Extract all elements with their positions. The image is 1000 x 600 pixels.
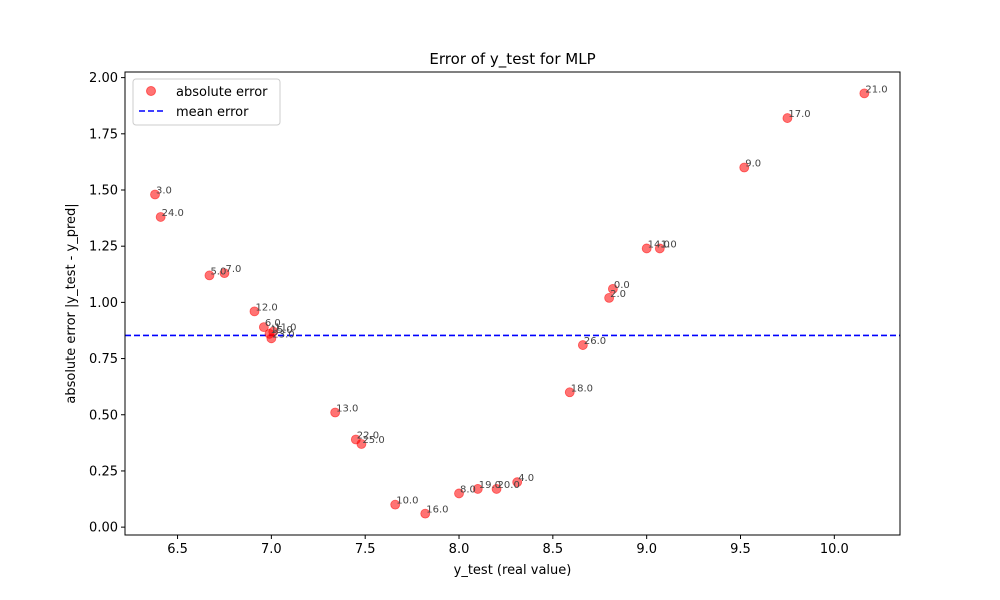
data-point — [859, 88, 870, 99]
data-point — [150, 189, 160, 200]
x-tick-label: 9.0 — [636, 542, 657, 557]
data-point — [782, 113, 793, 123]
data-point — [330, 407, 341, 418]
data-point — [564, 387, 575, 398]
point-label: 9.0 — [745, 159, 761, 170]
legend-label-absolute-error: absolute error — [176, 85, 268, 100]
point-label: 21.0 — [865, 84, 887, 95]
point-label: 11.0 — [274, 323, 296, 334]
data-point — [390, 499, 401, 510]
data-point — [454, 488, 464, 499]
y-tick-label: 2.00 — [89, 71, 118, 86]
data-point — [155, 212, 166, 222]
x-tick-label: 7.5 — [355, 542, 376, 557]
data-point — [654, 243, 665, 254]
point-label: 22.0 — [357, 430, 379, 441]
point-label: 14.0 — [648, 239, 670, 250]
legend-marker-absolute-error — [146, 86, 156, 96]
point-label: 25.0 — [362, 435, 384, 446]
point-label: 24.0 — [162, 208, 184, 219]
y-axis-title: absolute error |y_test - y_pred| — [64, 203, 79, 403]
y-tick-label: 1.75 — [89, 127, 118, 142]
x-tick-label: 9.5 — [730, 542, 751, 557]
data-point — [219, 268, 230, 279]
data-point — [491, 484, 502, 494]
point-label: 5.0 — [210, 266, 226, 277]
data-point — [266, 333, 277, 344]
x-axis-title: y_test (real value) — [454, 563, 572, 578]
point-label: 3.0 — [156, 185, 172, 196]
point-label: 26.0 — [584, 336, 606, 347]
legend-box — [132, 78, 281, 126]
y-tick-label: 0.00 — [89, 521, 118, 536]
point-label: 7.0 — [225, 264, 241, 275]
y-tick-label: 1.25 — [89, 240, 118, 255]
point-label: 2.0 — [610, 289, 626, 300]
legend: absolute error mean error — [132, 78, 281, 126]
point-label: 16.0 — [426, 505, 448, 516]
data-point — [607, 283, 618, 294]
x-tick-label: 10.0 — [820, 542, 849, 557]
y-tick-label: 1.00 — [89, 296, 118, 311]
data-point — [420, 508, 431, 519]
y-axis: 0.00 0.25 0.50 0.75 1.00 1.25 1.50 1.75 2.00 — [89, 71, 125, 536]
data-point — [472, 484, 483, 494]
point-label: 20.0 — [498, 480, 520, 491]
x-tick-label: 8.0 — [449, 542, 470, 557]
y-tick-label: 1.50 — [89, 183, 118, 198]
plot-area: 0.0 1.0 2.0 3.0 4.0 5.0 6.0 7.0 8.0 9.0 10.0 11.0 12… — [125, 84, 900, 519]
axes-frame — [124, 71, 901, 536]
point-label: 0.0 — [614, 280, 630, 291]
data-point — [512, 477, 523, 488]
y-tick-label: 0.25 — [89, 464, 118, 479]
y-tick-label: 0.50 — [89, 408, 118, 423]
chart-title: Error of y_test for MLP — [429, 50, 595, 69]
point-label: 10.0 — [396, 496, 418, 507]
x-tick-label: 8.5 — [543, 542, 564, 557]
data-point — [641, 243, 652, 254]
point-label: 15.0 — [270, 325, 292, 336]
point-label: 6.0 — [265, 318, 281, 329]
x-tick-label: 7.0 — [261, 542, 282, 557]
point-label: 12.0 — [255, 302, 277, 313]
data-point — [356, 439, 367, 449]
data-point — [604, 292, 615, 303]
data-point — [577, 340, 588, 350]
x-axis: 6.5 7.0 7.5 8.0 8.5 9.0 9.5 10.0 — [167, 535, 849, 557]
data-point — [258, 322, 269, 332]
data-point — [204, 270, 215, 281]
point-label: 23.0 — [272, 329, 294, 340]
point-label: 4.0 — [518, 473, 534, 484]
point-label: 1.0 — [661, 239, 677, 250]
point-label: 8.0 — [460, 484, 476, 495]
point-label: 13.0 — [336, 404, 358, 415]
data-point — [249, 306, 260, 317]
legend-label-mean-error: mean error — [176, 105, 249, 120]
y-tick-label: 0.75 — [89, 352, 118, 367]
point-label: 19.0 — [479, 480, 501, 491]
data-point — [739, 162, 750, 173]
x-tick-label: 6.5 — [167, 542, 188, 557]
point-label: 18.0 — [571, 383, 593, 394]
point-label: 17.0 — [788, 109, 810, 120]
